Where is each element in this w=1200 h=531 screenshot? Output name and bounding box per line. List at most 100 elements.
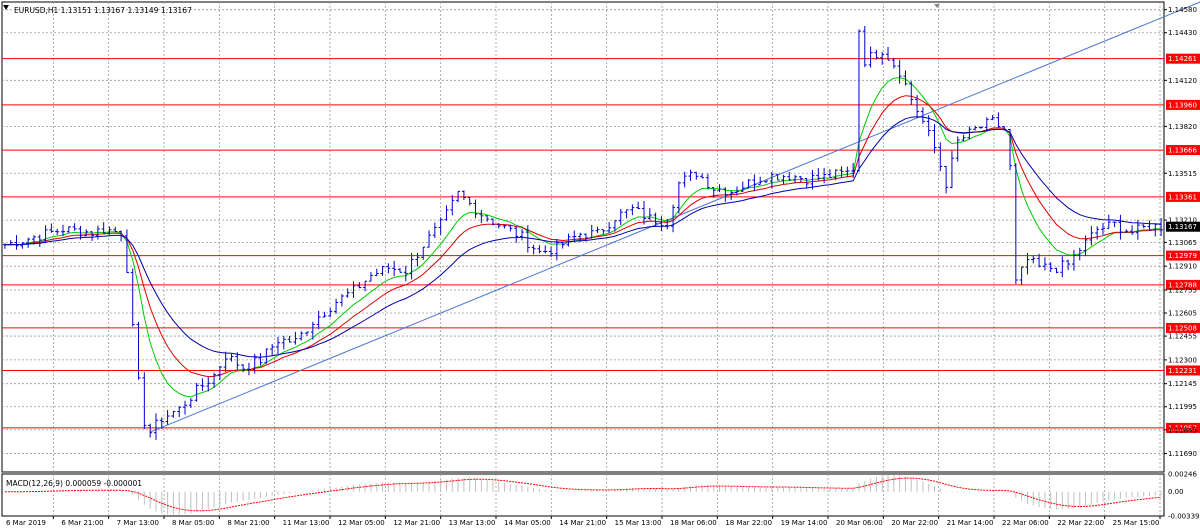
candle — [37, 234, 42, 247]
level-price-tag — [1166, 322, 1200, 333]
candle — [642, 201, 647, 225]
candle — [299, 331, 304, 341]
candle — [967, 126, 972, 140]
candle — [1095, 226, 1100, 240]
candle — [589, 224, 594, 239]
candle — [241, 364, 246, 373]
candle — [775, 173, 780, 181]
candle — [1054, 267, 1059, 274]
price-tick-label: 1.11690 — [1168, 450, 1197, 458]
candle — [508, 225, 513, 232]
candle — [955, 136, 960, 162]
time-tick-label: 19 Mar 14:00 — [781, 519, 828, 527]
candle — [55, 228, 60, 236]
candle — [84, 229, 89, 237]
price-tick-label: 1.13515 — [1168, 170, 1197, 178]
price-tick-label: 1.12755 — [1168, 286, 1197, 294]
candle — [781, 174, 786, 185]
candle — [647, 207, 652, 221]
candle — [868, 46, 873, 68]
candle — [200, 378, 205, 391]
candle — [270, 343, 275, 357]
candle — [159, 417, 164, 429]
candle — [177, 406, 182, 418]
candle — [136, 321, 141, 380]
candle — [490, 218, 495, 226]
candle — [1066, 259, 1071, 271]
candle — [49, 223, 54, 233]
level-price-label: 1.13666 — [1168, 147, 1197, 155]
candle — [246, 362, 251, 376]
candle — [374, 268, 379, 277]
candle — [95, 225, 100, 240]
candle — [328, 307, 333, 318]
candle — [897, 59, 902, 84]
price-tick-label: 1.12300 — [1168, 356, 1197, 364]
level-price-tag — [1166, 191, 1200, 202]
level-price-label: 1.11857 — [1168, 424, 1197, 432]
candle — [1124, 229, 1129, 233]
time-axis: 6 Mar 2019 6 Mar 21:00 7 Mar 13:00 8 Mar 05… — [6, 516, 1161, 527]
candle — [188, 398, 193, 408]
time-tick-label: 21 Mar 14:00 — [947, 519, 994, 527]
price-tick-label: 1.12910 — [1168, 263, 1197, 271]
candle — [578, 232, 583, 243]
candle — [554, 238, 559, 261]
candle — [113, 226, 118, 233]
candle — [456, 190, 461, 203]
shift-marker-icon[interactable] — [934, 4, 940, 8]
candle — [183, 400, 188, 415]
candle — [729, 190, 734, 201]
candle — [1077, 247, 1082, 261]
macd-signal-line — [4, 477, 1162, 512]
macd-tick-label: -0.00339 — [1168, 513, 1199, 521]
candle — [1106, 214, 1111, 229]
price-tick-label: 1.12145 — [1168, 380, 1197, 388]
candle — [153, 413, 158, 440]
candle — [78, 225, 83, 240]
time-tick-label: 8 Mar 21:00 — [227, 519, 269, 527]
candle — [711, 187, 716, 198]
level-price-tag — [1166, 279, 1200, 290]
candle — [816, 168, 821, 181]
candle — [949, 150, 954, 189]
time-tick-label: 12 Mar 05:00 — [338, 519, 385, 527]
candle — [421, 246, 426, 260]
chart-frames — [1, 1, 1165, 517]
candle — [1135, 219, 1140, 240]
candle — [287, 335, 292, 343]
candle — [427, 230, 432, 248]
candle — [560, 241, 565, 249]
candle — [165, 409, 170, 425]
candle — [1153, 223, 1158, 237]
macd-tick-label: 0.00 — [1168, 488, 1184, 496]
candle — [740, 181, 745, 192]
time-tick-label: 12 Mar 21:00 — [393, 519, 440, 527]
candle — [659, 216, 664, 231]
chart-menu-icon[interactable] — [3, 5, 9, 10]
support-resistance-levels: 1.14261 1.13960 1.13666 1.13361 1.12979 1.127… — [2, 53, 1200, 433]
candle — [793, 174, 798, 184]
level-price-tag — [1166, 250, 1200, 261]
candle — [171, 410, 176, 418]
ma-medium-line — [4, 95, 1162, 378]
candle — [1019, 266, 1024, 285]
candle — [653, 212, 658, 227]
symbol-header: EURUSD,H1 1.13151 1.13167 1.13149 1.1316… — [14, 6, 192, 15]
candle — [130, 268, 135, 327]
level-price-label: 1.12979 — [1168, 252, 1197, 260]
price-tick-label: 1.12455 — [1168, 333, 1197, 341]
macd-pane-frame — [1, 473, 1165, 517]
candle — [90, 231, 95, 241]
price-tick-label: 1.14580 — [1168, 6, 1197, 14]
candle — [479, 210, 484, 224]
level-price-tag — [1166, 145, 1200, 156]
candle — [700, 173, 705, 179]
level-price-tag — [1166, 53, 1200, 64]
candle — [107, 226, 112, 235]
time-tick-label: 22 Mar 06:00 — [1002, 519, 1049, 527]
candle — [43, 225, 48, 244]
ma-slow-line — [4, 116, 1162, 358]
